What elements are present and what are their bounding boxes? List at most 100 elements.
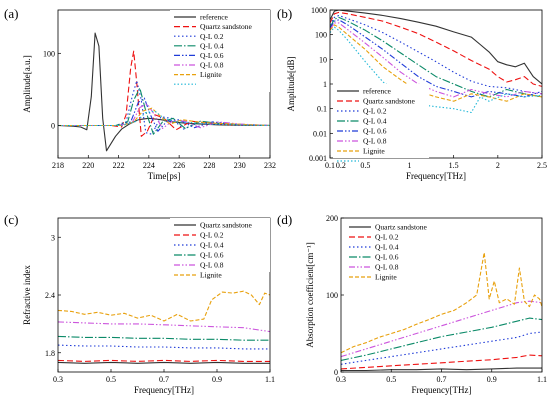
series-line: [330, 16, 542, 98]
y-tick-label: 3: [51, 233, 55, 242]
series-line: [330, 19, 542, 98]
x-tick-label: 0.9: [487, 375, 497, 384]
x-tick-label: 220: [82, 161, 94, 170]
series-line: [58, 80, 270, 135]
legend-box: [345, 220, 430, 274]
x-tick-label: 0.7: [159, 375, 169, 384]
series-line: [330, 10, 542, 85]
plot-area: [58, 32, 270, 152]
panel-b: (b) 0.1 0.5 1 1.5 2 2.5 0.2 0.001 0.01 0.1 1 10 100 10…: [277, 6, 547, 181]
x-tick-label: 1.1: [537, 375, 547, 384]
x-tick-label: 2.5: [537, 161, 547, 170]
y-tick-label: 0: [334, 368, 338, 377]
y-tick-label: 100: [326, 291, 338, 300]
series-line: [58, 97, 270, 132]
legend-label: Q-L 0.6: [200, 51, 224, 60]
series-line: [58, 32, 270, 152]
series-line: [58, 290, 270, 322]
legend-label: Q-L 0.4: [200, 41, 224, 50]
y-axis-label: Amplitude[a.u.]: [22, 55, 32, 113]
x-tick-label: 1.5: [449, 161, 459, 170]
x-tick-label: 1.1: [265, 375, 275, 384]
y-tick-label: 1.8: [45, 349, 55, 358]
x-tick-label: 224: [143, 161, 155, 170]
legend-label: Lignite: [200, 271, 222, 280]
panel-label: (d): [277, 212, 292, 227]
series-line: [341, 367, 542, 372]
x-axis-label: Frequency[THz]: [412, 385, 472, 395]
x-tick-label: 228: [203, 161, 215, 170]
y-tick-label: 1000: [311, 6, 327, 15]
legend-label: Q-L 0.8: [200, 261, 224, 270]
y-tick-label: 0.001: [309, 154, 327, 163]
series-line: [330, 14, 542, 95]
x-tick-label: 0.5: [360, 161, 370, 170]
series-line: [341, 317, 542, 361]
y-tick-label: 200: [326, 214, 338, 223]
x-tick-label: 2: [496, 161, 500, 170]
legend-label: Q-L 0.8: [375, 263, 399, 272]
x-tick-label: 232: [264, 161, 276, 170]
series-line: [58, 87, 270, 135]
plot-area: [341, 252, 542, 372]
legend-label: Q-L 0.6: [200, 251, 224, 260]
x-tick-label: 0.3: [336, 375, 346, 384]
legend-box: [333, 84, 429, 158]
series-line: [58, 359, 270, 362]
legend-label: Q-L 0.2: [375, 233, 399, 242]
x-tick-label: 218: [52, 161, 64, 170]
y-tick-label: 10: [319, 55, 327, 64]
legend-label: Q-L 0.8: [200, 61, 224, 70]
x-tick-label: 0.9: [212, 375, 222, 384]
panel-label: (a): [4, 6, 18, 21]
panel-label: (b): [277, 6, 292, 21]
x-tick-label: 1: [408, 161, 412, 170]
x-tick-label: 0.2: [336, 161, 346, 170]
legend-label: Q-L 0.4: [375, 243, 399, 252]
y-axis-label: Amplitude[dB]: [286, 57, 296, 112]
legend-label: Lignite: [363, 147, 385, 156]
x-tick-label: 0.5: [106, 375, 116, 384]
series-line: [330, 11, 542, 87]
y-tick-label: 100: [315, 31, 327, 40]
y-tick-label: 0.1: [317, 105, 327, 114]
series-line: [341, 331, 542, 365]
y-tick-label: 0.01: [313, 129, 327, 138]
series-line: [341, 300, 542, 358]
series-line: [58, 361, 270, 364]
x-tick-label: 0.5: [386, 375, 396, 384]
y-tick-label: 100: [43, 49, 55, 58]
series-line: [58, 344, 270, 350]
x-tick-label: 226: [173, 161, 185, 170]
legend-label: Lignite: [200, 70, 222, 79]
series-line: [341, 252, 542, 354]
legend-label: Q-L 0.4: [363, 117, 387, 126]
x-tick-label: 222: [113, 161, 125, 170]
x-axis-label: Frequency[THz]: [406, 171, 466, 181]
legend-label: Lignite: [375, 273, 397, 282]
x-tick-label: 230: [234, 161, 246, 170]
legend-label: Quartz sandstone: [375, 223, 428, 232]
series-line: [341, 354, 542, 370]
legend-label: Q-L 0.6: [375, 253, 399, 262]
legend-label: reference: [363, 87, 392, 96]
legend-label: Q-L 0.2: [363, 107, 387, 116]
legend-box: [170, 10, 270, 92]
y-axis-label: Refractive index: [22, 265, 32, 325]
y-tick-label: 1: [323, 80, 327, 89]
plot-area: [330, 10, 542, 114]
series-line: [58, 110, 270, 127]
legend-label: Q-L 0.4: [200, 241, 224, 250]
panel-c: (c) 0.3 0.5 0.7 0.9 1.1 1.8 2.4 3 Frequency[THz] R…: [4, 212, 275, 395]
y-tick-label: 2.4: [45, 291, 55, 300]
x-tick-label: 0.1: [325, 161, 335, 170]
x-axis-label: Frequency[THz]: [134, 385, 194, 395]
legend-label: reference: [200, 13, 229, 22]
x-tick-label: 0.3: [53, 375, 63, 384]
series-line: [330, 22, 542, 98]
series-line: [58, 321, 270, 333]
